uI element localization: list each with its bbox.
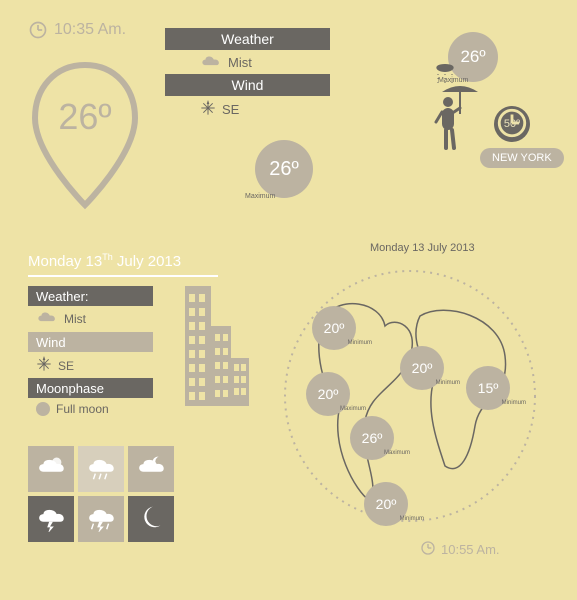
panel-weather-bar: Weather: [28,286,153,306]
globe-badge-label: Minimum [400,516,424,522]
globe-badge-temp: 20º [324,320,345,336]
temperature-pin: 26º [30,60,140,210]
panel-weather-value: Mist [64,312,86,326]
ny-clock-label: 50º [504,118,520,130]
ny-clock-badge: 50º [494,106,530,142]
globe-badge-temp: 20º [412,360,433,376]
panel-wind-title: Wind [36,335,66,350]
wind-value: SE [222,102,239,117]
clock-icon [420,540,436,559]
cloud-rain-icon [84,452,118,487]
weather-value-row: Mist [200,54,252,71]
panel-moon-value: Full moon [56,402,109,416]
weather-tile-cloud-sun[interactable] [28,446,74,492]
buildings-icon [185,286,255,411]
clock-icon [28,20,48,40]
cloud-lightning-icon [34,502,68,537]
panel-date-divider [28,275,218,277]
bottom-time-label: 10:55 Am. [441,542,500,557]
panel-wind-bar: Wind [28,332,153,352]
center-temp-badge: 26º Maximum [255,140,313,198]
panel-moon-title: Moonphase [36,381,104,396]
globe-temp-badge: 20º Minimum [364,482,408,526]
globe-badge-label: Maximum [384,450,410,456]
cloud-icon [200,54,222,71]
globe-badge-temp: 26º [362,430,383,446]
globe-badge-label: Minimum [436,380,460,386]
globe-badge-label: Maximum [340,406,366,412]
globe-temp-badge: 20º Maximum [306,372,350,416]
cloud-icon [36,310,58,327]
panel-wind-value: SE [58,359,74,373]
fullmoon-icon [36,402,50,416]
newyork-pill: NEW YORK [480,148,564,168]
globe-badge-label: Minimum [348,340,372,346]
globe-temp-badge: 20º Minimum [400,346,444,390]
globe-temp-badge: 26º Maximum [350,416,394,460]
weather-value: Mist [228,55,252,70]
globe-badge-temp: 20º [318,386,339,402]
globe-temp-badge: 20º Minimum [312,306,356,350]
wind-value-row: SE [200,100,239,119]
globe-date: Monday 13 July 2013 [370,242,475,254]
globe-badge-label: Minimum [502,400,526,406]
rain-person-icon [420,60,480,160]
pin-temperature: 26º [30,96,140,138]
windrose-icon [200,100,216,119]
weather-tile-cloud-rain[interactable] [78,446,124,492]
weather-tile-cloud-storm[interactable] [78,496,124,542]
panel-weather-value-row: Mist [36,310,86,327]
cloud-moon-icon [134,452,168,487]
globe-temp-badge: 15º Minimum [466,366,510,410]
cloud-storm-icon [84,502,118,537]
globe-badge-temp: 20º [376,496,397,512]
top-time-label: 10:35 Am. [54,21,126,39]
newyork-label: NEW YORK [492,152,552,164]
panel-date-pre: Monday 13 [28,253,102,270]
weather-tile-cloud-lightning[interactable] [28,496,74,542]
panel-moon-value-row: Full moon [36,402,109,416]
panel-date: Monday 13Th July 2013 [28,252,181,270]
globe: Monday 13 July 2013 20º Minimum 20º Maxi… [270,246,550,526]
windrose-icon [36,356,52,375]
center-badge-temp: 26º [269,158,299,181]
panel-moon-bar: Moonphase [28,378,153,398]
top-time: 10:35 Am. [28,20,126,40]
moon-icon [134,502,168,537]
wind-bar-title: Wind [232,77,264,93]
globe-badge-temp: 15º [478,380,499,396]
panel-date-sup: Th [102,252,113,262]
weather-tile-moon[interactable] [128,496,174,542]
cloud-sun-icon [34,452,68,487]
panel-wind-value-row: SE [36,356,74,375]
weather-bar-title: Weather [221,31,274,47]
weather-bar: Weather [165,28,330,50]
panel-date-post: July 2013 [113,253,181,270]
bottom-time: 10:55 Am. [420,540,500,559]
weather-tile-cloud-moon[interactable] [128,446,174,492]
wind-bar: Wind [165,74,330,96]
panel-weather-title: Weather: [36,289,89,304]
center-badge-label: Maximum [245,193,275,200]
